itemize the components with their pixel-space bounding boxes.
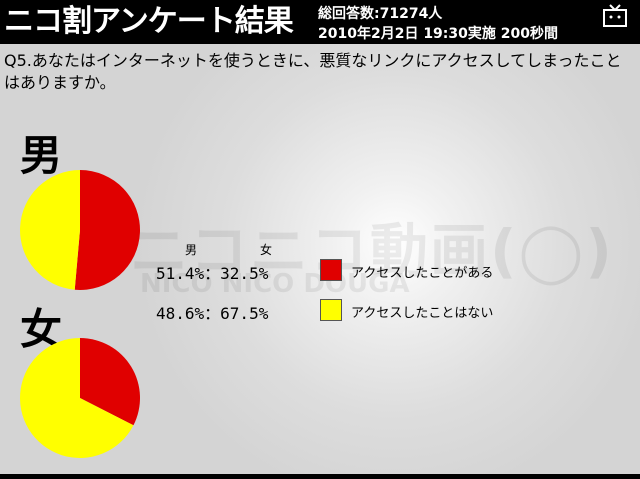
header-bar: ニコ割アンケート結果 総回答数:71274人 2010年2月2日 19:30実施… bbox=[0, 0, 640, 44]
percent-row-not-accessed: 48.6%：67.5% bbox=[156, 304, 269, 323]
question-text: Q5.あなたはインターネットを使うときに、悪質なリンクにアクセスしてしまったこと… bbox=[4, 51, 622, 92]
column-header-male: 男 bbox=[185, 243, 198, 257]
results-panel: Q5.あなたはインターネットを使うときに、悪質なリンクにアクセスしてしまったこと… bbox=[0, 44, 640, 474]
percent-row-accessed: 51.4%：32.5% bbox=[156, 264, 269, 283]
watermark-logo: ニコニコ動画(◯) bbox=[130, 217, 614, 285]
legend-label-accessed: アクセスしたことがある bbox=[351, 266, 494, 281]
male-label: 男 bbox=[20, 131, 63, 180]
column-header-female: 女 bbox=[260, 243, 273, 257]
female-pie-chart bbox=[20, 338, 140, 458]
survey-title: ニコ割アンケート結果 bbox=[4, 4, 294, 39]
male-pie-slice-not-accessed bbox=[19, 170, 80, 290]
legend-swatch-accessed bbox=[320, 259, 342, 281]
female-pie-slice-not-accessed bbox=[20, 338, 134, 458]
male-pie-chart bbox=[19, 170, 140, 290]
tv-icon bbox=[603, 4, 627, 27]
footer-bar bbox=[0, 474, 640, 479]
survey-datetime: 2010年2月2日 19:30実施 200秒間 bbox=[318, 26, 558, 42]
watermark-logo-text: NICO NICO DOUGA bbox=[140, 269, 410, 299]
total-responses: 総回答数:71274人 bbox=[318, 6, 443, 22]
female-pie-slice-accessed bbox=[80, 338, 140, 426]
legend-label-not-accessed: アクセスしたことはない bbox=[351, 306, 494, 321]
legend-swatch-not-accessed bbox=[320, 299, 342, 321]
male-pie-slice-accessed bbox=[74, 170, 140, 290]
